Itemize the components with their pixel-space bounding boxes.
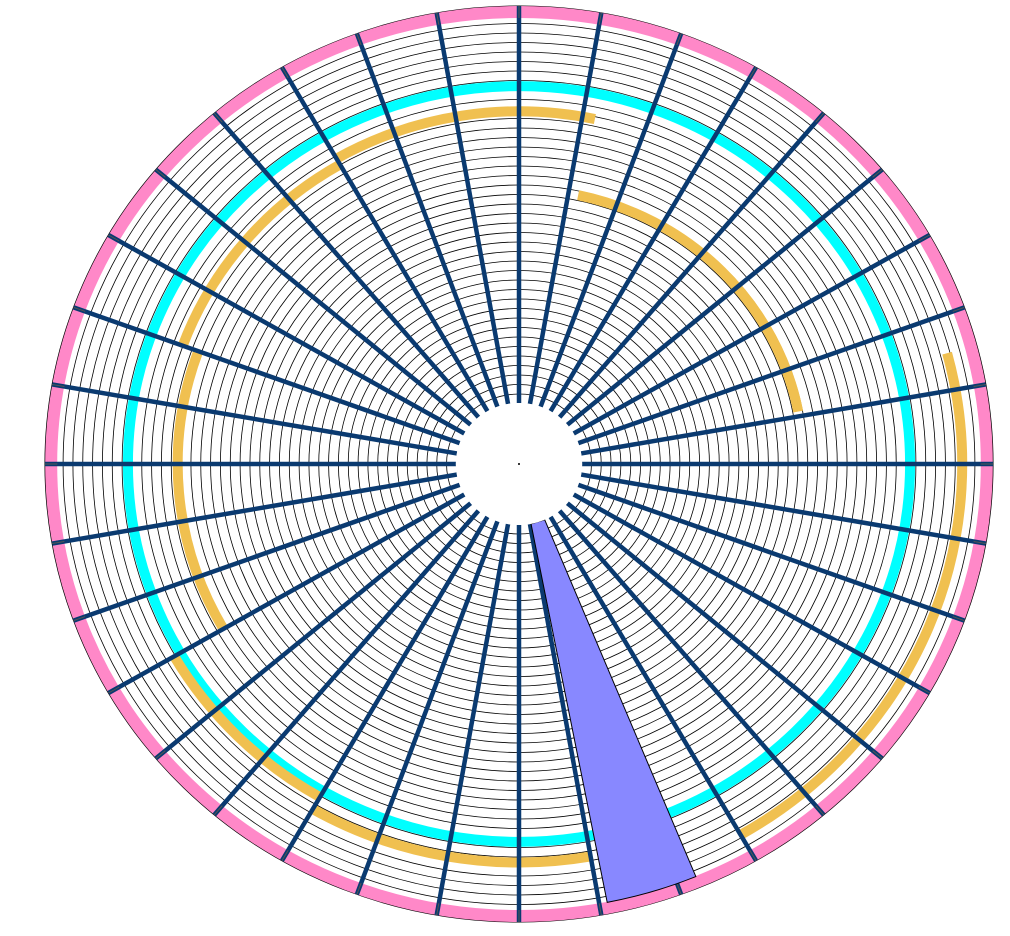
spoke: [560, 511, 824, 815]
spoke: [578, 485, 964, 621]
ring-tick: [750, 850, 756, 860]
spoke: [108, 495, 464, 694]
spoke: [52, 475, 457, 544]
ring-tick: [74, 617, 86, 621]
spoke: [282, 67, 487, 411]
highlight-wedge: [531, 520, 696, 903]
ring-tick: [357, 883, 361, 894]
ring-tick: [919, 235, 930, 241]
spoke: [560, 113, 824, 417]
ring-tick: [816, 806, 824, 815]
hub-center: [517, 463, 521, 465]
ring-tick: [52, 384, 64, 386]
ring-tick: [953, 617, 965, 621]
ring-tick: [974, 541, 986, 543]
ring-tick: [599, 903, 601, 915]
spoke: [357, 34, 498, 407]
spoke: [567, 503, 882, 758]
spoke: [437, 524, 508, 915]
spoke: [214, 113, 478, 417]
ring-tick: [953, 307, 965, 311]
spoke: [156, 503, 471, 758]
ring-tick: [108, 687, 119, 693]
spoke: [578, 307, 964, 443]
spoke: [530, 524, 601, 915]
ring-tick: [437, 903, 439, 915]
spoke: [574, 495, 930, 694]
orange-arc: [174, 656, 320, 797]
spoke: [551, 517, 756, 861]
spoke: [581, 384, 986, 453]
spoke: [282, 517, 487, 861]
spoke: [156, 170, 471, 425]
ring-tick: [156, 170, 166, 178]
spoke: [437, 13, 508, 404]
ring-tick: [156, 751, 166, 759]
ring-tick: [52, 541, 64, 543]
ring-tick: [974, 384, 986, 386]
orange-arc: [336, 111, 594, 158]
orange-arc: [741, 353, 963, 835]
spoke: [357, 521, 498, 894]
ring-tick: [677, 34, 681, 45]
spoke: [581, 475, 986, 544]
spoke: [551, 67, 756, 411]
spoke: [74, 307, 460, 443]
ring-tick: [214, 806, 222, 815]
spoke: [108, 235, 464, 434]
spoke: [530, 13, 601, 404]
ring-tick: [873, 751, 883, 759]
ring-tick: [74, 307, 86, 311]
ring-tick: [919, 687, 930, 693]
ring-tick: [108, 235, 119, 241]
spoke: [574, 235, 930, 434]
ring-tick: [816, 113, 824, 122]
spoke: [567, 170, 882, 425]
ring-tick: [677, 883, 681, 894]
spoke: [541, 34, 682, 407]
ring-tick: [357, 34, 361, 45]
ring-tick: [873, 170, 883, 178]
wheel: [45, 6, 993, 922]
spoke: [74, 485, 460, 621]
ring-tick: [437, 13, 439, 25]
ring-tick: [214, 113, 222, 122]
ring-tick: [750, 67, 756, 77]
orange-arc: [178, 351, 224, 629]
ring-tick: [282, 67, 288, 77]
ring-tick: [282, 850, 288, 860]
spoke: [52, 384, 457, 453]
spoke: [214, 511, 478, 815]
ring-tick: [599, 13, 601, 25]
